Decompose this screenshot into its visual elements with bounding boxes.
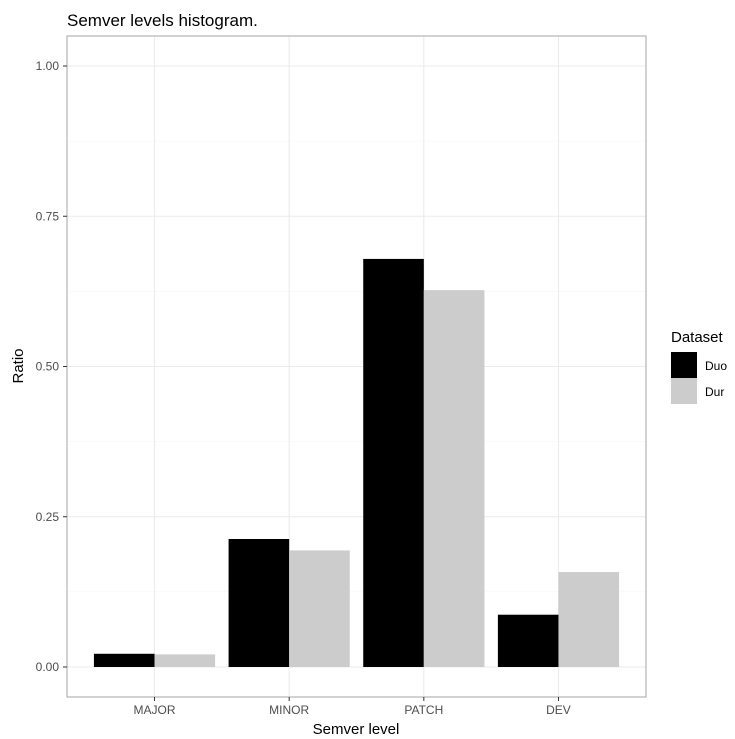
bar-dur-major (154, 654, 216, 667)
y-tick-label: 1.00 (36, 59, 60, 73)
bar-duo-major (93, 653, 155, 667)
x-axis-title: Semver level (313, 721, 400, 738)
x-tick-label: DEV (546, 703, 571, 717)
y-tick-label: 0.50 (36, 360, 60, 374)
bar-duo-patch (363, 258, 424, 667)
x-tick-label: PATCH (404, 703, 443, 717)
legend-swatch-duo (671, 352, 697, 378)
x-tick-label: MINOR (269, 703, 309, 717)
bar-dur-patch (423, 290, 485, 667)
y-tick-label: 0.75 (36, 209, 60, 223)
chart-title: Semver levels histogram. (67, 11, 258, 30)
legend-title: Dataset (671, 329, 724, 346)
legend: Dataset Duo Dur (671, 329, 727, 404)
legend-label-duo: Duo (705, 359, 727, 373)
bar-dur-dev (558, 572, 620, 667)
y-axis-title: Ratio (10, 348, 27, 383)
bar-duo-minor (228, 538, 290, 667)
x-axis: MAJOR MINOR PATCH DEV (134, 697, 571, 717)
bars (93, 258, 620, 667)
legend-swatch-dur (671, 378, 697, 404)
y-tick-label: 0.00 (36, 660, 60, 674)
x-tick-label: MAJOR (134, 703, 176, 717)
legend-label-dur: Dur (705, 385, 724, 399)
y-axis: 0.00 0.25 0.50 0.75 1.00 (36, 59, 67, 674)
y-tick-label: 0.25 (36, 510, 60, 524)
bar-duo-dev (497, 614, 559, 667)
bar-dur-minor (289, 550, 350, 667)
